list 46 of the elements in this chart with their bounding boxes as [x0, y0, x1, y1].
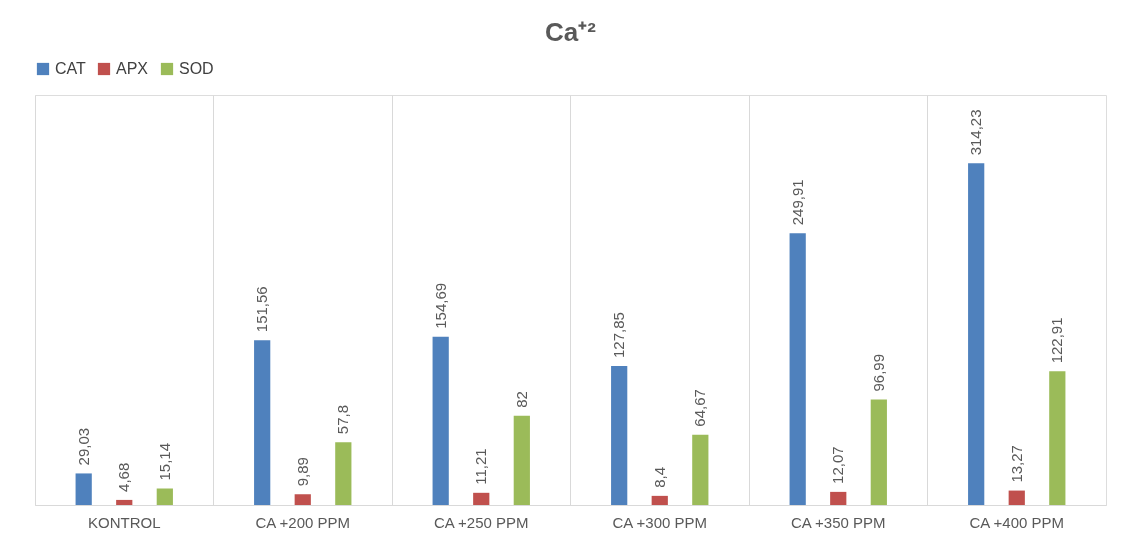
bar: [968, 163, 985, 505]
x-tick-label: CA +400 PPM: [969, 513, 1065, 531]
data-label: 15,14: [155, 442, 173, 481]
x-tick-label: CA +300 PPM: [612, 513, 708, 531]
legend-label: SOD: [179, 60, 214, 77]
data-label: 9,89: [293, 457, 311, 487]
bar: [432, 336, 449, 505]
x-tick-label: KONTROL: [87, 513, 161, 531]
legend-label: APX: [116, 60, 149, 77]
chart-title: Ca⁺²: [545, 17, 597, 47]
data-label: 57,8: [334, 404, 352, 435]
data-label: 151,56: [253, 286, 271, 333]
bar: [513, 415, 530, 505]
bar: [1008, 490, 1025, 505]
bar: [651, 495, 668, 505]
bar: [473, 492, 490, 505]
bar: [1049, 371, 1066, 505]
bar: [75, 473, 92, 505]
bar: [294, 494, 311, 505]
data-label: 13,27: [1007, 445, 1025, 483]
data-label: 11,21: [472, 448, 490, 485]
bar: [335, 442, 352, 505]
data-label: 127,85: [610, 312, 628, 358]
bar: [830, 491, 847, 505]
data-label: 249,91: [788, 179, 806, 226]
bar: [156, 488, 173, 505]
data-label: 64,67: [691, 389, 709, 427]
data-label: 29,03: [74, 427, 92, 466]
x-tick-label: CA +350 PPM: [790, 513, 886, 531]
data-label: 122,91: [1048, 317, 1066, 364]
data-label: 12,07: [829, 446, 847, 484]
bar: [692, 434, 709, 505]
data-label: 96,99: [869, 353, 887, 392]
data-label: 314,23: [967, 109, 985, 156]
data-label: 82: [512, 391, 530, 408]
x-tick-label: CA +200 PPM: [255, 513, 351, 531]
data-label: 154,69: [431, 282, 449, 329]
data-label: 8,4: [650, 467, 668, 488]
bar: [611, 365, 628, 505]
bar: [116, 499, 133, 505]
legend-label: CAT: [55, 60, 87, 77]
bar: [254, 340, 271, 505]
bar: [870, 399, 887, 505]
data-label: 4,68: [115, 462, 133, 492]
x-tick-label: CA +250 PPM: [433, 513, 529, 531]
bar: [789, 233, 806, 505]
